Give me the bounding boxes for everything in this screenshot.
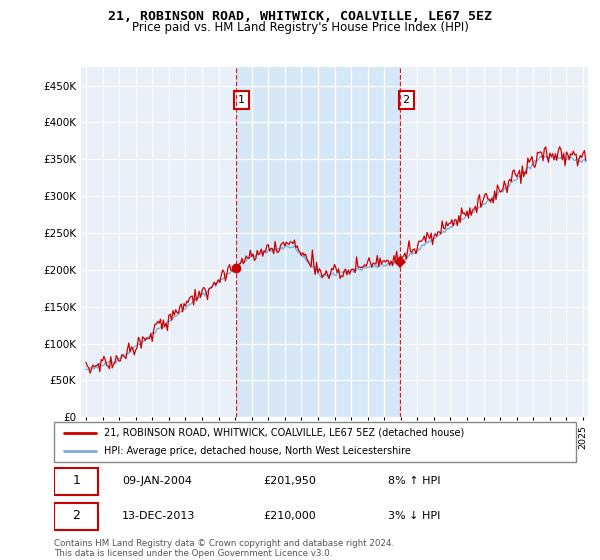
FancyBboxPatch shape: [54, 422, 576, 462]
Text: 1: 1: [238, 95, 245, 105]
Text: Price paid vs. HM Land Registry's House Price Index (HPI): Price paid vs. HM Land Registry's House …: [131, 21, 469, 34]
FancyBboxPatch shape: [54, 468, 98, 495]
FancyBboxPatch shape: [54, 503, 98, 530]
Text: 2: 2: [403, 95, 410, 105]
Text: HPI: Average price, detached house, North West Leicestershire: HPI: Average price, detached house, Nort…: [104, 446, 410, 456]
Bar: [236, 67, 400, 417]
Text: 21, ROBINSON ROAD, WHITWICK, COALVILLE, LE67 5EZ: 21, ROBINSON ROAD, WHITWICK, COALVILLE, …: [108, 10, 492, 23]
Text: £210,000: £210,000: [263, 511, 316, 521]
Text: 1: 1: [73, 474, 80, 487]
Text: 13-DEC-2013: 13-DEC-2013: [122, 511, 195, 521]
Text: 3% ↓ HPI: 3% ↓ HPI: [388, 511, 440, 521]
Text: 21, ROBINSON ROAD, WHITWICK, COALVILLE, LE67 5EZ (detached house): 21, ROBINSON ROAD, WHITWICK, COALVILLE, …: [104, 428, 464, 437]
Text: 8% ↑ HPI: 8% ↑ HPI: [388, 476, 440, 486]
Text: 2: 2: [73, 510, 80, 522]
Text: Contains HM Land Registry data © Crown copyright and database right 2024.
This d: Contains HM Land Registry data © Crown c…: [54, 539, 394, 558]
Text: 09-JAN-2004: 09-JAN-2004: [122, 476, 192, 486]
Text: £201,950: £201,950: [263, 476, 316, 486]
